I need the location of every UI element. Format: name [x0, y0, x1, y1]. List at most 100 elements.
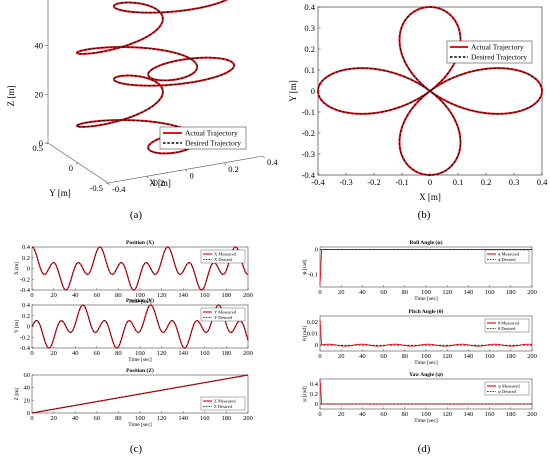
x-axis-label-d-1: Time [sec] [414, 296, 438, 302]
series-desired-c-3 [31, 374, 249, 414]
x-tick-label-d-2: 60 [380, 353, 387, 360]
x-tick-label-d-1: 160 [485, 289, 495, 296]
y-axis-label-c-1: X [m] [14, 262, 20, 275]
chart-a: -0.4-0.200.20.4-0.500.50204060X [m]Y [m]… [6, 0, 278, 198]
legend-label-measured-c-1: X Measured [214, 252, 237, 257]
x-tick-label-c-3: 180 [222, 415, 232, 422]
legend-label-desired-a: Desired Trajectory [185, 139, 241, 148]
x-tick-label-c-3: 0 [30, 415, 33, 422]
x-tick-label-d-1: 180 [506, 289, 516, 296]
y-tick-label-d-3: 0 [315, 401, 318, 408]
subplot-title-c-2: Position (Y) [126, 297, 154, 304]
x-axis-label-d-2: Time [sec] [414, 360, 438, 366]
legend-label-desired-d-2: θ Desired [498, 326, 516, 331]
x-tick-label-c-3: 160 [200, 415, 210, 422]
x-tick-label-c-1: 160 [200, 292, 210, 299]
x-tick-label-c-2: 20 [50, 350, 57, 357]
series-desired-c-1 [31, 246, 249, 291]
y-tick-label-c-1: -0.2 [20, 276, 30, 283]
x-tick-label-c-1: 0 [30, 292, 33, 299]
y-tick-label-a: 0.5 [32, 143, 43, 153]
x-tick-label-a: 0.4 [267, 157, 278, 167]
y-tick-label-c-3: 0 [27, 410, 30, 417]
x-tick-label-d-2: 0 [318, 353, 321, 360]
y-tick-label-c-2: -0.4 [20, 345, 31, 352]
x-tick-label-b: 0.3 [509, 177, 520, 187]
x-tick-label-c-1: 120 [157, 292, 167, 299]
legend-box-b [446, 40, 533, 64]
x-tick-label-c-1: 200 [243, 292, 253, 299]
x-tick-label-c-2: 100 [135, 350, 145, 357]
x-tick-label-d-1: 100 [421, 289, 431, 296]
x-tick-label-d-1: 40 [359, 289, 366, 296]
x-tick-label-c-2: 200 [243, 350, 253, 357]
x-tick-label-b: 0.4 [537, 177, 548, 187]
x-tick-label-a: 0.2 [228, 164, 239, 174]
x-tick-label-d-3: 40 [359, 411, 366, 418]
y-tick-label-c-1: 0.4 [22, 244, 31, 251]
legend-label-actual-b: Actual Trajectory [471, 43, 524, 52]
x-tick-label-c-3: 200 [243, 415, 253, 422]
x-tick-label-c-2: 180 [222, 350, 232, 357]
x-tick-label-c-3: 100 [135, 415, 145, 422]
z-tick-label-a: 20 [35, 89, 44, 99]
z-tick-label-a: 40 [35, 41, 44, 51]
subplot-c-3: Position (Z) 0 20 40 60 80 100 120 140 160 180 200 0… [14, 367, 253, 428]
x-axis-label-c-1: Time [sec] [128, 299, 152, 305]
y-tick-label-d-1: -0.1 [308, 272, 318, 279]
x-tick-label-d-3: 120 [442, 411, 452, 418]
x-tick-label-b: -0.3 [339, 177, 352, 187]
x-tick-label-c-1: 180 [222, 292, 232, 299]
x-tick-mark-a [262, 155, 265, 159]
caption-d: (d) [418, 443, 431, 455]
x-tick-label-d-1: 200 [527, 289, 537, 296]
y-axis-label-d-1: ϕ [rad] [302, 259, 308, 274]
legend-label-desired-c-2: Y Desired [214, 315, 233, 320]
y-tick-mark-a [105, 182, 109, 185]
y-axis-label-b: Y [m] [288, 80, 298, 101]
x-tick-mark-a [224, 162, 226, 165]
x-tick-label-c-2: 160 [200, 350, 210, 357]
y-tick-label-d-3: 0.4 [310, 381, 319, 388]
x-tick-label-d-3: 160 [485, 411, 495, 418]
x-tick-label-c-1: 60 [94, 292, 101, 299]
x-tick-label-d-3: 0 [318, 411, 321, 418]
y-tick-label-b: 0.1 [304, 65, 315, 75]
y-tick-label-d-2: 0.01 [307, 331, 318, 338]
x-tick-mark-a [146, 176, 149, 179]
x-tick-label-d-2: 20 [338, 353, 345, 360]
y-tick-label-b: -0.3 [302, 149, 315, 159]
y-tick-label-c-3: 20 [24, 397, 31, 404]
x-tick-label-c-2: 120 [157, 350, 167, 357]
y-tick-label-d-1: 0 [315, 247, 318, 254]
x-tick-label-a: -0.4 [112, 184, 126, 194]
x-tick-mark-a [107, 182, 110, 186]
x-axis-label-b: X [m] [419, 192, 441, 202]
caption-c: (c) [130, 443, 143, 455]
y-tick-label-c-2: 0 [27, 324, 30, 331]
series-measured-d-2 [319, 319, 533, 347]
x-tick-label-d-1: 20 [338, 289, 345, 296]
subplot-title-d-3: Yaw Angle (ψ) [409, 371, 443, 378]
y-tick-label-b: 0.4 [304, 2, 315, 12]
y-tick-label-b: 0.2 [304, 44, 315, 54]
chart-b: -0.4 -0.3 -0.2 -0.1 0 0.1 0.2 0.3 0.4 -0.4 -0.3 -0.… [288, 2, 548, 202]
x-tick-label-c-3: 140 [178, 415, 188, 422]
x-tick-label-b: -0.2 [367, 177, 380, 187]
z-tick-label-a: 60 [35, 0, 44, 2]
x-axis-label-d-3: Time [sec] [414, 418, 438, 424]
legend-label-desired-b: Desired Trajectory [471, 53, 527, 62]
legend-label-actual-a: Actual Trajectory [185, 129, 238, 138]
y-tick-label-b: -0.4 [302, 170, 316, 180]
legend-label-desired-d-1: ϕ Desired [498, 257, 516, 262]
x-tick-label-d-1: 120 [442, 289, 452, 296]
x-tick-label-a: 0 [190, 171, 194, 181]
legend-label-measured-d-1: ϕ Measured [498, 252, 520, 257]
y-tick-label-b: 0.3 [304, 23, 315, 33]
y-tick-label-b: -0.1 [302, 107, 315, 117]
